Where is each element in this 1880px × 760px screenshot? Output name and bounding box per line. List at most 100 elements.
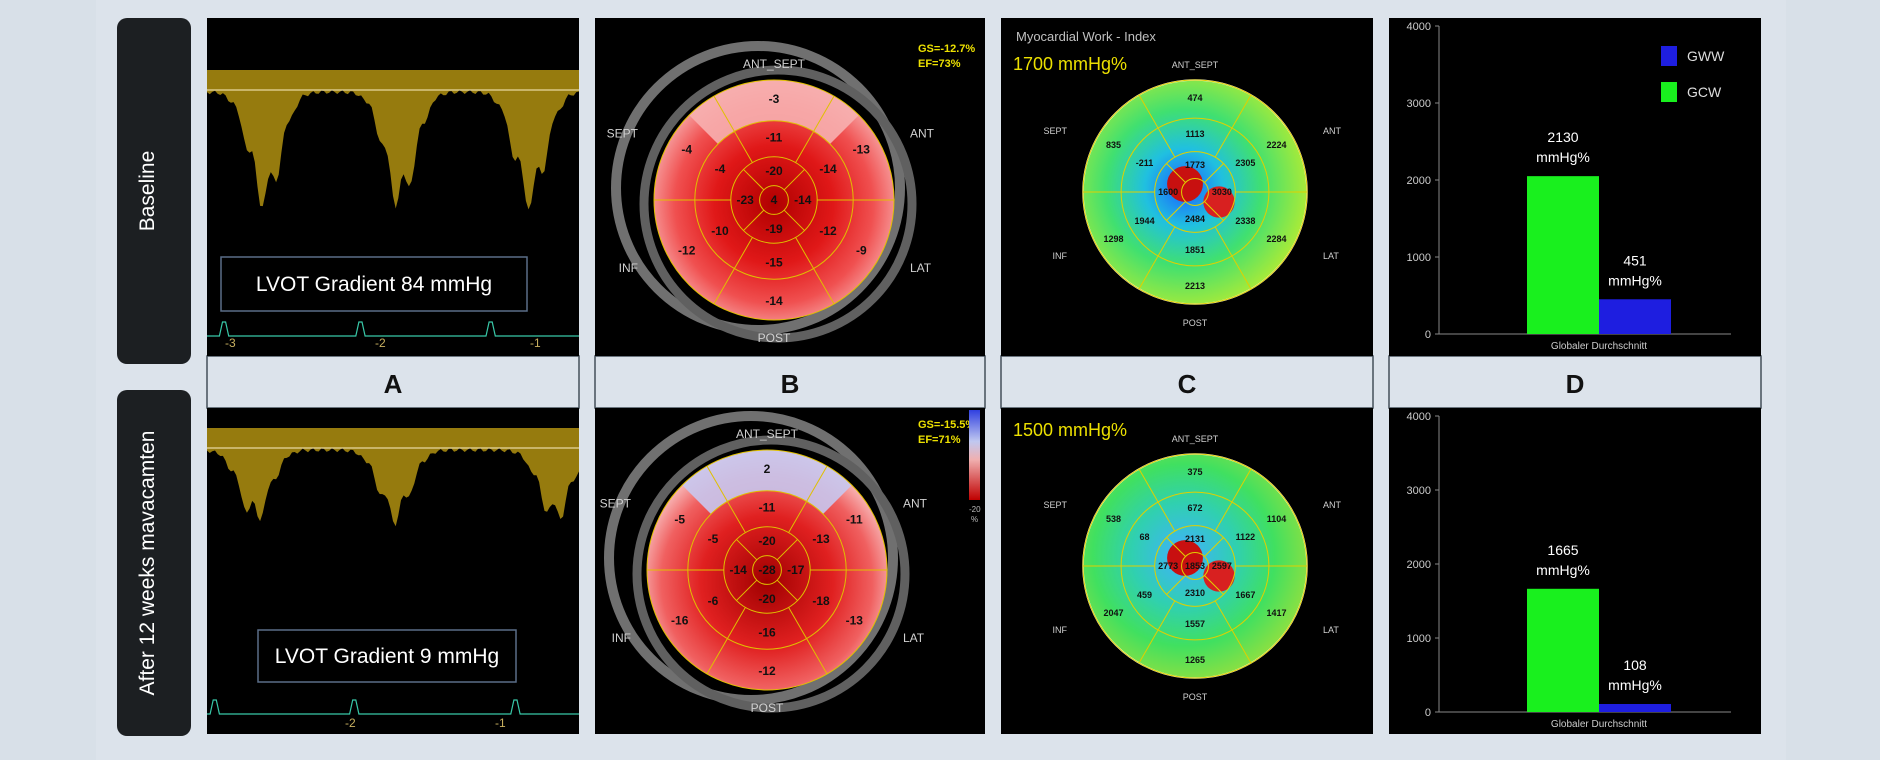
strain-segment-value: -9 (856, 243, 867, 257)
work-segment-value: 1122 (1236, 532, 1256, 542)
strain-segment-value: -20 (758, 592, 776, 606)
work-bar-chart-mavacamten: 0 1000 2000 3000 4000 1665 mmHg% 108 mmHg% Global… (1389, 408, 1761, 734)
strain-grid-divider (736, 539, 758, 561)
gradient-text: LVOT Gradient 9 mmHg (275, 645, 499, 668)
work-segment-value: 2305 (1235, 158, 1255, 168)
strain-grid-divider (776, 579, 798, 601)
strain-segment-value: -16 (671, 613, 689, 627)
work-segment-value: 835 (1106, 140, 1121, 150)
work-segment-value: 1667 (1235, 590, 1255, 600)
work-grid-divider (1138, 468, 1176, 532)
work-segment-value: 474 (1187, 93, 1202, 103)
strain-segment-value: -14 (794, 193, 812, 207)
strain-segment-value: -18 (812, 594, 830, 608)
work-segment-value: 538 (1106, 514, 1121, 524)
ef-value: EF=71% (918, 434, 961, 446)
legend-swatch-gcw (1661, 82, 1677, 102)
work-segment-value: -211 (1136, 158, 1154, 168)
gradient-text: LVOT Gradient 84 mmHg (256, 273, 492, 296)
doppler-panel-mavacamten: LVOT Gradient 9 mmHg -2 -1 (207, 408, 579, 734)
doppler-envelope (207, 70, 579, 210)
ecg-tick: -2 (375, 336, 386, 350)
wall-label-lat: LAT (903, 631, 925, 645)
wall-label-lat: LAT (1323, 251, 1339, 261)
work-segment-value: 2284 (1266, 234, 1286, 244)
work-segment-value: 2047 (1104, 608, 1124, 618)
strain-segment-value: -12 (678, 243, 696, 257)
wall-label-sept: SEPT (607, 127, 639, 141)
wall-label-ant: ANT (910, 127, 935, 141)
wall-label-ant-sept: ANT_SEPT (736, 427, 799, 441)
work-segment-value: 1417 (1266, 608, 1286, 618)
strain-region (682, 449, 852, 514)
column-label-d: D (1566, 369, 1585, 399)
y-tick-label: 4000 (1407, 21, 1431, 33)
work-grid-divider (1138, 600, 1176, 664)
row-label-mavacamten: After 12 weeks mavacamten (136, 431, 159, 696)
wall-label-post: POST (758, 331, 791, 345)
myocardium-outline (604, 411, 898, 705)
work-segment-value: 672 (1187, 503, 1202, 513)
work-segment-value: 1851 (1185, 245, 1205, 255)
x-category-label: Globaler Durchschnitt (1551, 719, 1647, 730)
bar-unit-label: mmHg% (1536, 562, 1590, 578)
strain-grid-divider (783, 169, 805, 191)
work-segment-value: 1265 (1185, 655, 1205, 665)
wall-label-post: POST (751, 701, 784, 715)
strain-segment-value: -4 (715, 162, 726, 176)
work-segment-value: 2484 (1185, 214, 1205, 224)
work-grid-ring (1181, 178, 1209, 206)
work-grid-divider (1138, 226, 1176, 290)
work-grid-divider (1166, 575, 1186, 595)
work-segment-value: 1600 (1158, 187, 1178, 197)
work-segment-value: 1853 (1185, 561, 1205, 571)
strain-grid-divider (788, 465, 828, 533)
strain-grid-divider (713, 95, 753, 163)
wall-label-ant-sept: ANT_SEPT (1172, 60, 1219, 70)
work-grid-divider (1204, 537, 1224, 557)
strain-segment-value: -19 (765, 222, 783, 236)
column-label-b: B (781, 369, 800, 399)
work-index-panel-mavacamten: 1500 mmHg% ANT_SEPT ANT LAT POST INF SEPT 375 1… (1001, 408, 1373, 734)
bar-gww (1599, 299, 1671, 334)
wall-label-ant: ANT (903, 497, 928, 511)
y-tick-label: 3000 (1407, 98, 1431, 110)
gwi-value: 1700 mmHg% (1013, 54, 1127, 74)
wall-label-lat: LAT (1323, 625, 1339, 635)
strain-segment-value: -4 (681, 143, 692, 157)
ef-value: EF=73% (918, 58, 961, 70)
y-tick-label: 4000 (1407, 411, 1431, 423)
work-segment-value: 1557 (1185, 619, 1205, 629)
work-segment-value: 1298 (1104, 234, 1124, 244)
strain-segment-value: -15 (765, 255, 783, 269)
bar-gcw (1527, 588, 1599, 712)
legend-swatch-gww (1661, 46, 1677, 66)
work-segment-value: 2224 (1266, 140, 1286, 150)
wall-label-inf: INF (1053, 251, 1068, 261)
strain-grid-divider (776, 539, 798, 561)
strain-segment-value: -13 (812, 532, 830, 546)
work-grid-divider (1166, 537, 1186, 557)
work-segment-value: 3030 (1212, 187, 1232, 197)
y-tick-label: 2000 (1407, 175, 1431, 187)
strain-grid-divider (713, 237, 753, 305)
work-segment-value: 2597 (1212, 561, 1232, 571)
wall-label-sept: SEPT (1043, 500, 1067, 510)
bar-value-label: 1665 (1547, 542, 1578, 558)
strain-grid-divider (795, 237, 835, 305)
strain-grid-divider (736, 579, 758, 601)
bar-gcw (1527, 176, 1599, 334)
doppler-envelope (207, 428, 579, 527)
work-index-panel-baseline: Myocardial Work - Index 1700 mmHg% ANT_S… (1001, 18, 1373, 356)
strain-grid-divider (706, 607, 746, 675)
work-segment-value: 2338 (1235, 216, 1255, 226)
wall-label-ant-sept: ANT_SEPT (1172, 434, 1219, 444)
column-label-c: C (1178, 369, 1197, 399)
legend-label-gww: GWW (1687, 48, 1725, 64)
strain-colorbar (969, 410, 980, 500)
wall-label-lat: LAT (910, 261, 932, 275)
wall-label-ant: ANT (1323, 126, 1342, 136)
strain-grid-divider (706, 465, 746, 533)
legend-label-gcw: GCW (1687, 84, 1722, 100)
